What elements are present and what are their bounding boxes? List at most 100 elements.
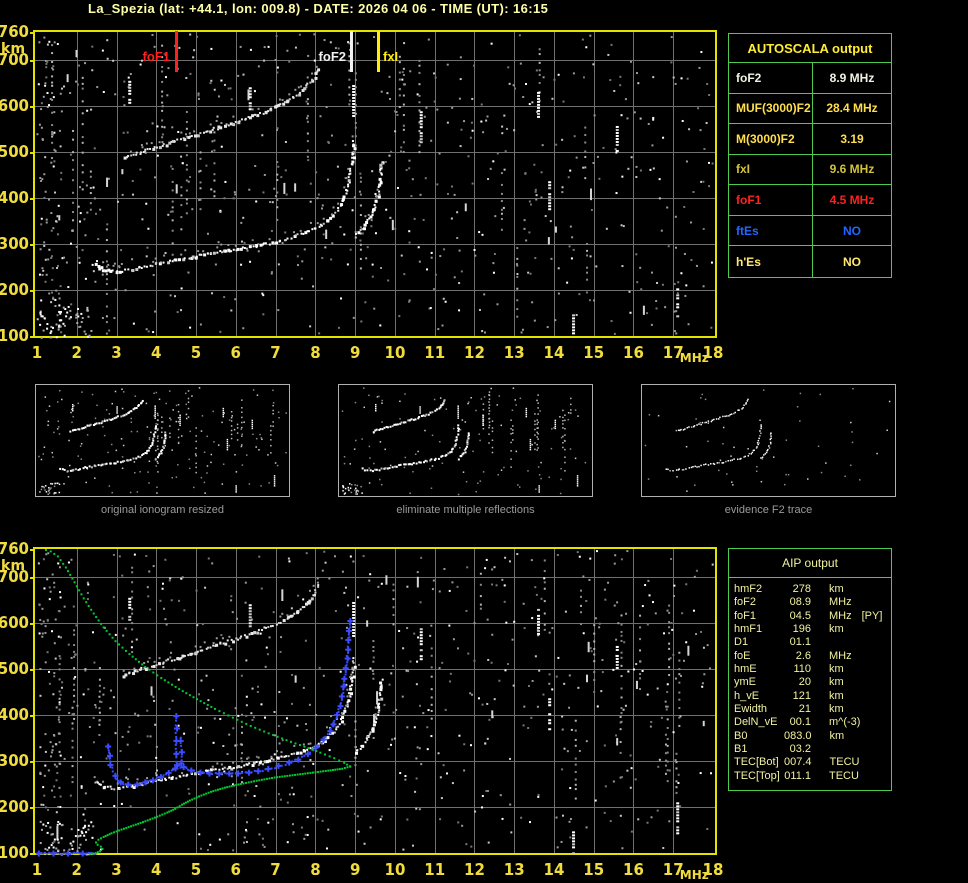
aip-row-value: 2.6 xyxy=(795,649,811,662)
aip-row-unit: TECU xyxy=(829,769,859,782)
foF1-marker-line xyxy=(175,31,178,72)
autoscala-table-rows: foF2 8.9 MHz MUF(3000)F2 28.4 MHz M(3000)F2 3… xyxy=(729,63,891,277)
autoscala-row-fof2: foF2 8.9 MHz xyxy=(729,63,891,94)
autoscala-row-label: foF2 xyxy=(729,63,813,93)
aip-row-hmf2: hmF2 278 km xyxy=(729,583,891,596)
aip-row-ewidth: Ewidth 21 km xyxy=(729,703,891,716)
autoscala-row-label: fxI xyxy=(729,154,813,185)
aip-row-label: ymE xyxy=(734,676,756,689)
aip-table-header: AIP output xyxy=(729,549,891,578)
aip-row-unit: km xyxy=(829,623,844,636)
aip-row-label: foF1 xyxy=(734,609,757,622)
foF1-marker-label: foF1 xyxy=(142,49,170,64)
aip-row-label: TEC[Bot] xyxy=(734,756,779,769)
autoscala-row-fof1: foF1 4.5 MHz xyxy=(729,185,891,216)
aip-row-hve: h_vE 121 km xyxy=(729,690,891,703)
aip-row-value: 278 xyxy=(792,583,811,595)
aip-row-unit: MHz xyxy=(829,649,852,662)
aip-row-unit: km xyxy=(829,703,844,716)
thumbnail-f2-trace xyxy=(641,384,896,497)
autoscala-row-fxi: fxI 9.6 MHz xyxy=(729,154,891,186)
aip-row-hme: hmE 110 km xyxy=(729,663,891,676)
aip-output-table: AIP output hmF2 278 km foF2 08.9 MHz foF1 04.5 M… xyxy=(728,548,892,791)
aip-row-label: foE xyxy=(734,649,751,662)
autoscala-row-label: foF1 xyxy=(729,185,813,215)
aip-row-delnve: DelN_vE 00.1 m^(-3) xyxy=(729,716,891,729)
autoscala-row-ftes: ftEs NO xyxy=(729,215,891,247)
thumbnail-no-multiples xyxy=(338,384,593,497)
autoscala-row-value: 8.9 MHz xyxy=(829,70,875,85)
thumbnail-no-multiples-caption: eliminate multiple reflections xyxy=(396,504,535,516)
aip-row-unit: km xyxy=(829,689,844,702)
aip-row-unit: km xyxy=(829,663,844,676)
aip-row-label: DelN_vE xyxy=(734,716,778,729)
aip-row-unit: km xyxy=(829,729,845,742)
aip-row-label: hmF1 xyxy=(734,623,763,636)
aip-row-tecbot: TEC[Bot] 007.4 TECU xyxy=(729,756,891,769)
aip-row-label: h_vE xyxy=(734,689,760,702)
autoscala-row-hes: h'Es NO xyxy=(729,246,891,277)
autoscala-row-muf3000f2: MUF(3000)F2 28.4 MHz xyxy=(729,93,891,125)
autoscala-row-value: 3.19 xyxy=(840,131,864,146)
aip-row-label: hmF2 xyxy=(734,583,763,595)
aip-row-label: Ewidth xyxy=(734,703,768,716)
aip-row-b1: B1 03.2 xyxy=(729,743,891,756)
aip-row-value: 08.9 xyxy=(789,596,811,609)
thumbnail-f2-trace-canvas xyxy=(642,385,895,496)
autoscala-row-label: M(3000)F2 xyxy=(729,124,813,154)
autoscala-row-value: 4.5 MHz xyxy=(829,192,875,207)
aip-row-label: TEC[Top] xyxy=(734,769,780,782)
autoscala-output-table: AUTOSCALA output foF2 8.9 MHz MUF(3000)F2 2… xyxy=(728,33,892,278)
aip-row-unit: km xyxy=(829,676,844,689)
aip-row-label: B0 xyxy=(734,729,748,742)
thumbnail-original-caption: original ionogram resized xyxy=(101,504,224,516)
aip-row-value: 00.1 xyxy=(789,716,811,729)
aip-row-unit: MHz xyxy=(829,596,852,609)
autoscala-row-value: NO xyxy=(843,223,861,238)
bottom-ionogram-canvas xyxy=(0,537,740,883)
aip-row-label: D1 xyxy=(734,636,749,649)
autoscala-table-header: AUTOSCALA output xyxy=(729,34,891,63)
aip-row-label: B1 xyxy=(734,743,748,756)
aip-row-value: 04.5 xyxy=(789,609,811,622)
aip-row-value: 011.1 xyxy=(784,769,811,782)
aip-row-hmf1: hmF1 196 km xyxy=(729,623,891,636)
foF2-marker-line xyxy=(350,31,353,72)
autoscala-row-value: NO xyxy=(843,254,861,269)
autoscala-row-label: ftEs xyxy=(729,215,813,246)
aip-row-foe: foE 2.6 MHz xyxy=(729,650,891,663)
autoscala-row-value: 9.6 MHz xyxy=(829,162,875,177)
aip-row-label: foF2 xyxy=(734,596,757,609)
aip-row-label: hmE xyxy=(734,663,757,676)
fxI-marker-label: fxI xyxy=(383,49,399,64)
thumbnail-original-canvas xyxy=(36,385,289,496)
thumbnail-no-multiples-canvas xyxy=(339,385,592,496)
aip-row-value: 110 xyxy=(793,663,811,676)
aip-row-tectop: TEC[Top] 011.1 TECU xyxy=(729,770,891,783)
autoscala-row-label: MUF(3000)F2 xyxy=(729,93,813,124)
aip-row-value: 01.1 xyxy=(789,636,811,649)
aip-row-value: 007.4 xyxy=(784,756,812,769)
aip-row-value: 20 xyxy=(798,676,811,689)
aip-row-value: 21 xyxy=(798,703,811,716)
aip-table-rows: hmF2 278 km foF2 08.9 MHz foF1 04.5 MHz [PY] hmF1 1… xyxy=(729,578,891,783)
aip-row-unit: km xyxy=(829,583,844,595)
aip-row-value: 121 xyxy=(792,689,811,702)
autoscala-row-value: 28.4 MHz xyxy=(826,101,878,116)
top-ionogram-canvas xyxy=(0,20,740,370)
aip-row-value: 083.0 xyxy=(784,729,812,742)
aip-row-unit: TECU xyxy=(829,756,860,769)
aip-row-unit: m^(-3) xyxy=(829,716,861,729)
page-title: La_Spezia (lat: +44.1, lon: 009.8) - DAT… xyxy=(88,1,549,16)
fxI-marker-line xyxy=(377,31,380,72)
aip-row-value: 03.2 xyxy=(789,743,811,756)
aip-row-unit: MHz xyxy=(829,609,852,622)
aip-row-extra: [PY] xyxy=(861,609,883,622)
aip-row-fof2: foF2 08.9 MHz xyxy=(729,596,891,609)
aip-row-yme: ymE 20 km xyxy=(729,676,891,689)
thumbnail-original-ionogram xyxy=(35,384,290,497)
aip-row-fof1: foF1 04.5 MHz [PY] xyxy=(729,610,891,623)
autoscala-row-label: h'Es xyxy=(729,246,813,277)
aip-row-value: 196 xyxy=(792,623,811,636)
aip-row-b0: B0 083.0 km xyxy=(729,730,891,743)
